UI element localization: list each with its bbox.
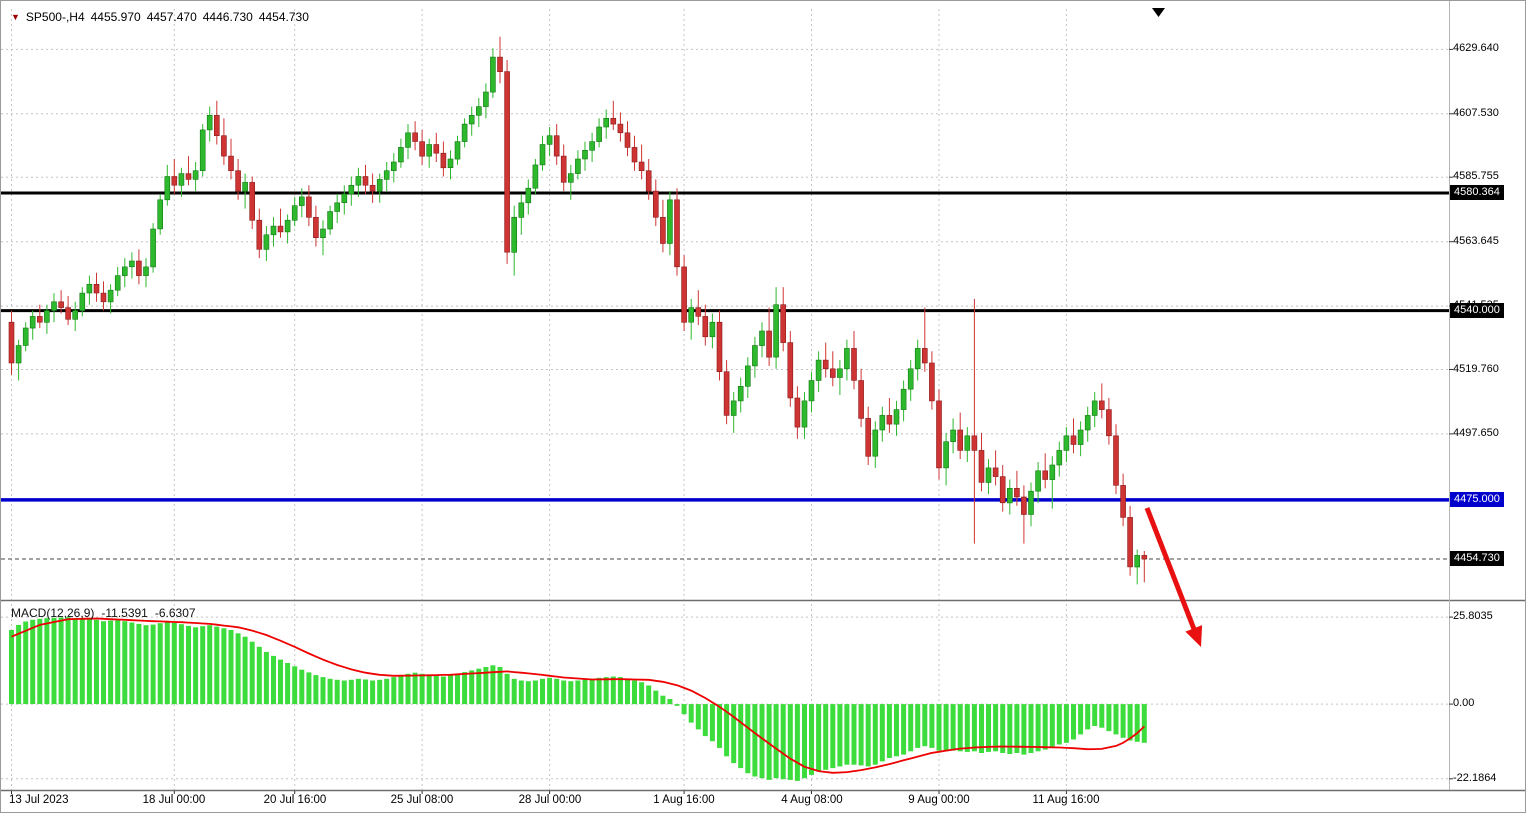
down-arrow-annotation[interactable] bbox=[1144, 507, 1203, 647]
ohlc-open-value: 4455.970 bbox=[90, 10, 141, 24]
chart-shift-marker-icon[interactable] bbox=[1152, 8, 1165, 17]
macd-tick-label: -22.1864 bbox=[1453, 772, 1497, 784]
ohlc-low-value: 4446.730 bbox=[202, 10, 253, 24]
time-axis-label: 1 Aug 16:00 bbox=[653, 794, 715, 806]
chart-title-overlay: ▼ SP500-,H4 4455.970 4457.470 4446.730 4… bbox=[11, 10, 309, 24]
macd-name: MACD(12,26,9) bbox=[11, 606, 95, 620]
ohlc-close-value: 4454.730 bbox=[258, 10, 309, 24]
time-axis-label: 28 Jul 00:00 bbox=[518, 794, 582, 806]
time-axis-label: 20 Jul 16:00 bbox=[263, 794, 327, 806]
price-tick-label: 4629.640 bbox=[1453, 42, 1499, 54]
ohlc-high-value: 4457.470 bbox=[146, 10, 197, 24]
macd-indicator-label: MACD(12,26,9) -11.5391 -6.6307 bbox=[11, 606, 196, 620]
price-tick-label: 4563.645 bbox=[1453, 235, 1499, 247]
candles bbox=[8, 36, 1148, 585]
macd-main-value: -11.5391 bbox=[101, 606, 148, 620]
price-gridlines bbox=[1, 48, 1449, 435]
price-level-badge: 4540.000 bbox=[1450, 303, 1504, 318]
time-axis-label: 11 Aug 16:00 bbox=[1032, 794, 1100, 806]
time-axis-label: 9 Aug 00:00 bbox=[908, 794, 970, 806]
price-level-badge: 4454.730 bbox=[1450, 551, 1504, 566]
macd-tick-label: 0.00 bbox=[1453, 697, 1475, 709]
horizontal-level-lines[interactable] bbox=[1, 191, 1449, 502]
macd-signal-value: -6.6307 bbox=[154, 606, 196, 620]
macd-tick-label: 25.8035 bbox=[1453, 610, 1493, 622]
macd-gridlines bbox=[1, 616, 1449, 780]
time-axis-label: 18 Jul 00:00 bbox=[142, 794, 206, 806]
price-tick-label: 4519.760 bbox=[1453, 363, 1499, 375]
axis-tick-marks bbox=[11, 48, 1453, 794]
macd-histogram bbox=[9, 617, 1147, 781]
symbol-period-label: SP500-,H4 bbox=[25, 10, 85, 24]
price-tick-label: 4497.650 bbox=[1453, 427, 1499, 439]
time-axis-label: 25 Jul 08:00 bbox=[390, 794, 454, 806]
macd-signal-line bbox=[11, 617, 1145, 774]
time-axis-label: 4 Aug 08:00 bbox=[781, 794, 843, 806]
price-tick-label: 4607.530 bbox=[1453, 107, 1499, 119]
symbol-dropdown-icon[interactable]: ▼ bbox=[11, 12, 20, 22]
price-level-badge: 4580.364 bbox=[1450, 185, 1504, 200]
time-axis-label: 13 Jul 2023 bbox=[9, 794, 69, 806]
price-level-badge: 4475.000 bbox=[1450, 492, 1504, 507]
price-tick-label: 4585.755 bbox=[1453, 170, 1499, 182]
